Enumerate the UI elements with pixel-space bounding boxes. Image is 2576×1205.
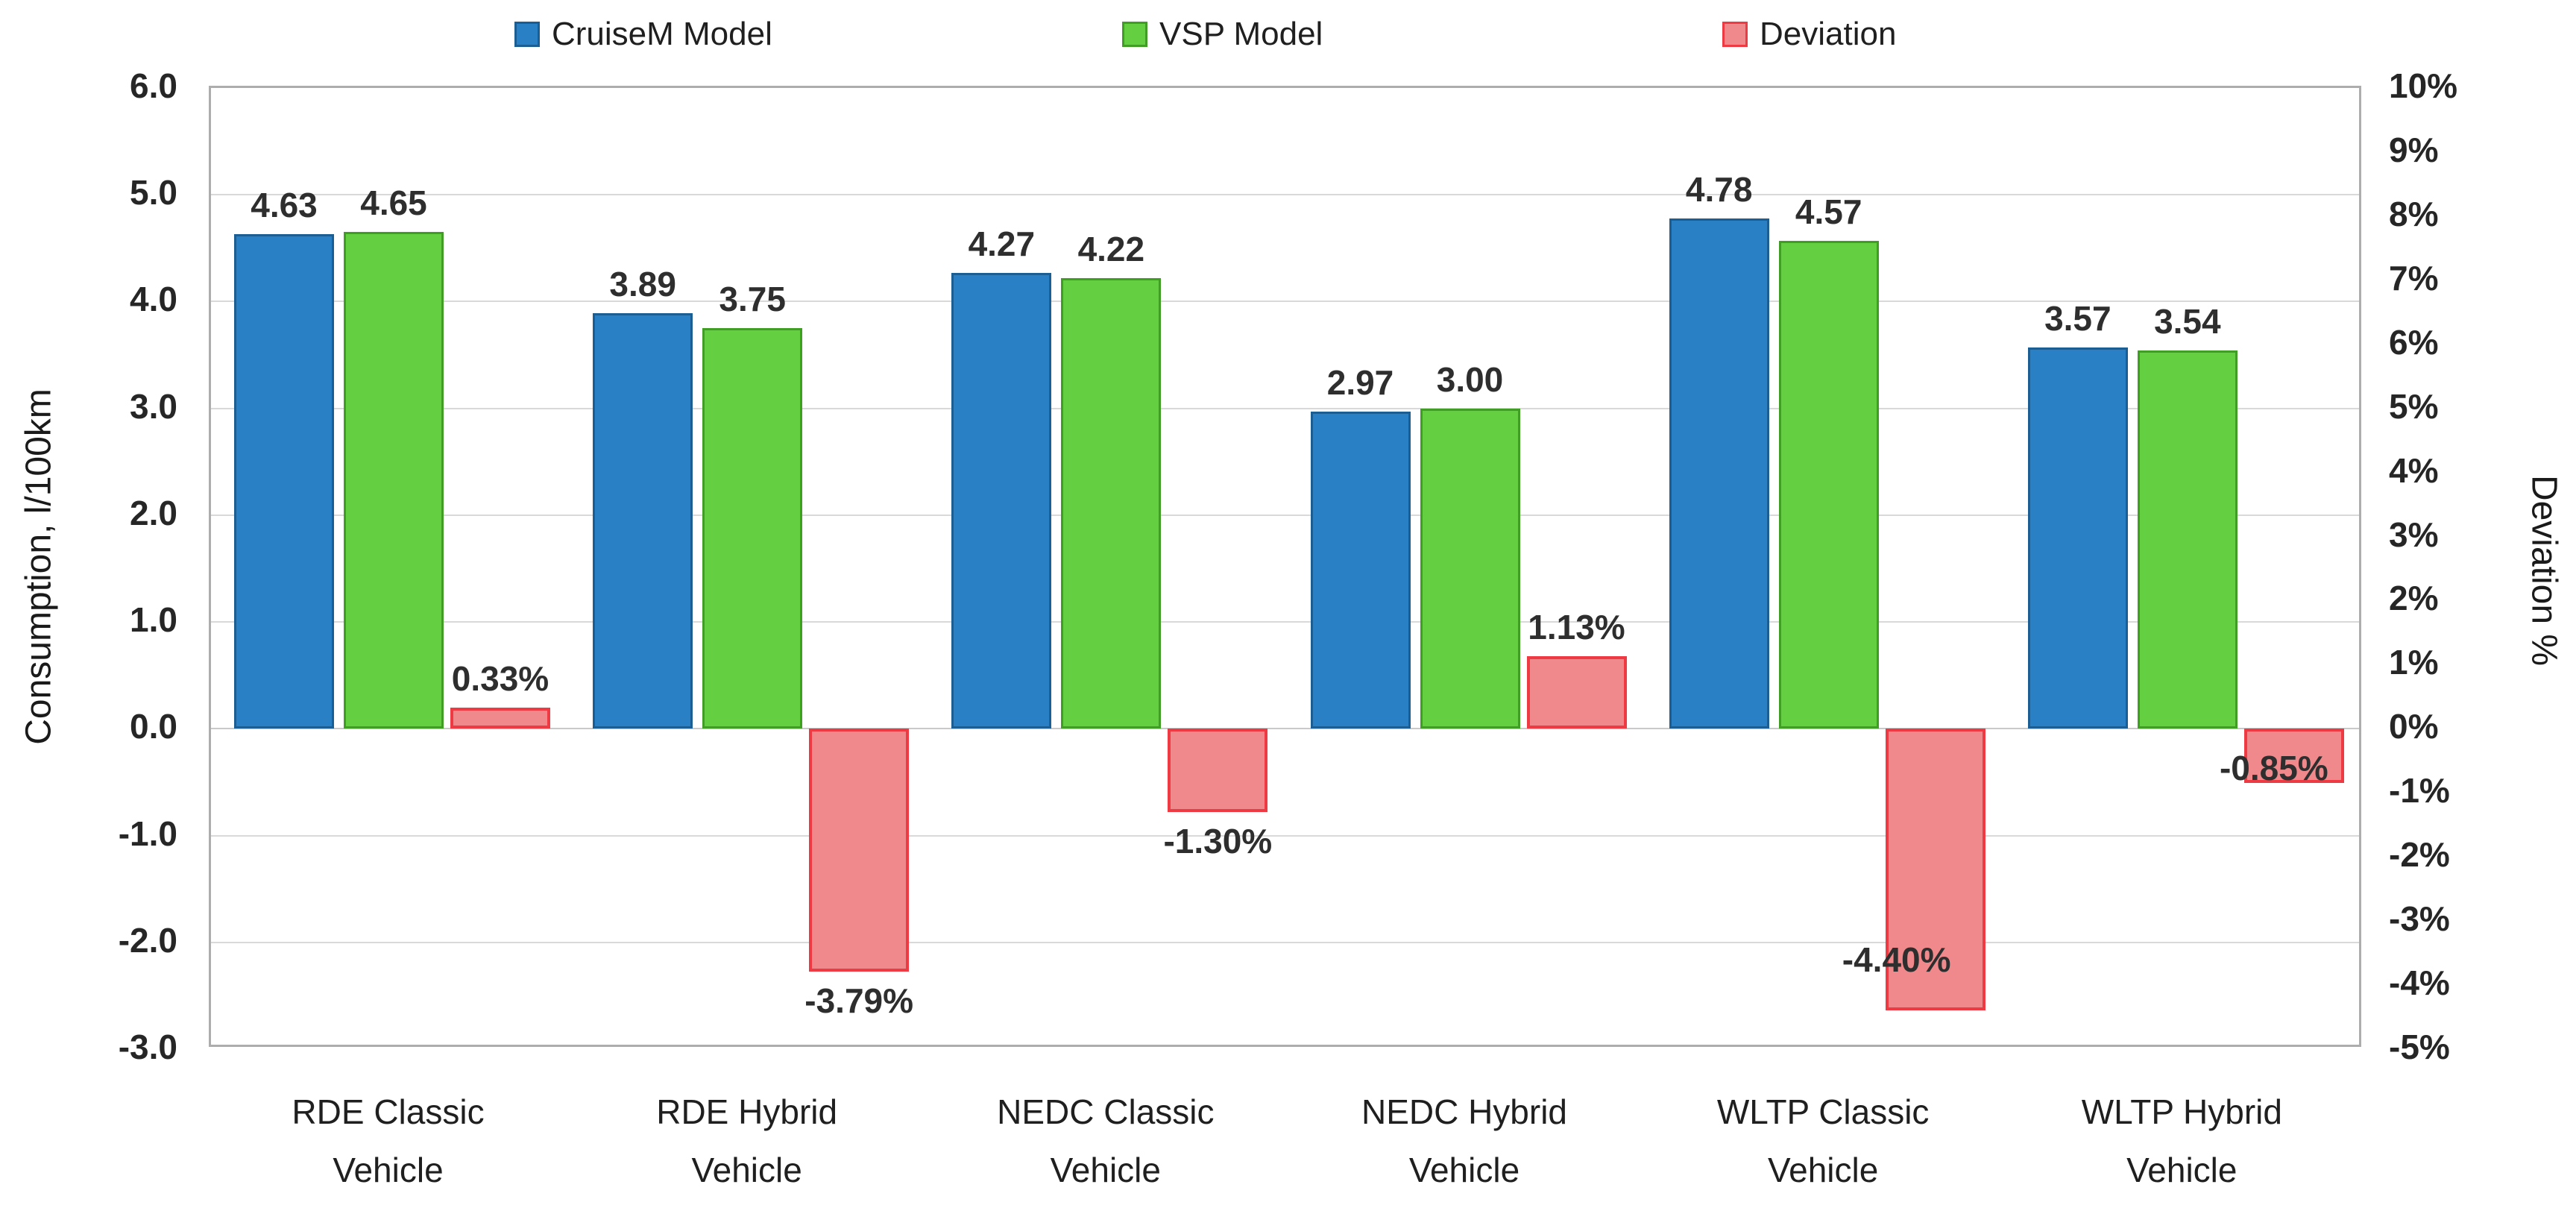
bar-deviation-4: [1885, 729, 1985, 1011]
data-label: 4.22: [1077, 229, 1145, 268]
gridline: [211, 514, 2359, 516]
y-right-tick: 10%: [2389, 66, 2458, 105]
gridline: [211, 728, 2359, 730]
y-right-tick: 4%: [2389, 450, 2439, 490]
legend-item-deviation: Deviation: [1722, 12, 1896, 57]
legend-label-deviation: Deviation: [1760, 16, 1897, 52]
gridline: [211, 941, 2359, 943]
y-right-tick: 6%: [2389, 322, 2439, 362]
plot-area: 4.63 3.89 4.27 2.97 4.78 3.57 4.65 3.75 4.22 3.00…: [209, 86, 2361, 1047]
deviation-swatch-icon: [1722, 22, 1748, 47]
data-label: 3.75: [719, 280, 786, 319]
bar-deviation-3: [1526, 656, 1627, 729]
data-label: 4.63: [251, 186, 318, 225]
y-right-tick: 8%: [2389, 194, 2439, 233]
bar-vsp-model-4: [1778, 240, 1879, 729]
data-label: 2.97: [1326, 362, 1394, 402]
gridline: [211, 407, 2359, 409]
y-right-tick: 7%: [2389, 258, 2439, 298]
y-left-tick: 0.0: [130, 707, 177, 746]
y-right-tick: 2%: [2389, 579, 2439, 618]
bar-vsp-model-5: [2137, 350, 2238, 729]
y-right-tick: 0%: [2389, 707, 2439, 746]
bar-cruisem-model-2: [951, 272, 1052, 729]
y-right-axis-title: Deviation %: [2524, 474, 2564, 667]
legend-item-cruisem: CruiseM Model: [514, 12, 772, 57]
y-left-tick: -2.0: [118, 920, 177, 960]
bar-cruisem-model-4: [1669, 218, 1769, 729]
x-category-label: WLTP Classic Vehicle: [1716, 1092, 1930, 1190]
legend-item-vsp: VSP Model: [1122, 12, 1323, 57]
y-left-tick: 3.0: [130, 386, 177, 426]
y-right-tick: 9%: [2389, 130, 2439, 169]
gridline: [211, 621, 2359, 623]
y-right-tick: 5%: [2389, 386, 2439, 426]
y-right-tick: -2%: [2389, 835, 2450, 875]
data-label: 1.13%: [1528, 608, 1625, 647]
x-category-label: RDE Hybrid Vehicle: [656, 1092, 838, 1190]
bar-vsp-model-0: [344, 232, 444, 729]
data-label: 3.89: [609, 265, 676, 304]
x-category-label: WLTP Hybrid Vehicle: [2081, 1092, 2282, 1190]
x-category-label: NEDC Classic Vehicle: [997, 1092, 1215, 1190]
bar-deviation-0: [450, 707, 550, 729]
data-label: -3.79%: [804, 981, 914, 1021]
y-left-tick: 6.0: [130, 66, 177, 105]
vsp-swatch-icon: [1122, 22, 1147, 47]
data-label: 4.78: [1685, 169, 1753, 209]
bar-cruisem-model-0: [234, 234, 334, 729]
y-right-tick: -4%: [2389, 963, 2450, 1003]
bar-cruisem-model-5: [2027, 347, 2128, 729]
gridline: [211, 834, 2359, 837]
legend-label-vsp: VSP Model: [1159, 16, 1323, 52]
data-label: 4.57: [1795, 192, 1862, 231]
gridline: [211, 194, 2359, 196]
data-label: 3.00: [1436, 359, 1504, 399]
x-category-label: RDE Classic Vehicle: [292, 1092, 485, 1190]
data-label: -0.85%: [2219, 749, 2328, 788]
legend-label-cruisem: CruiseM Model: [552, 16, 772, 52]
data-label: 3.54: [2154, 302, 2221, 342]
y-left-tick: 1.0: [130, 600, 177, 640]
x-category-label: NEDC Hybrid Vehicle: [1361, 1092, 1568, 1190]
y-left-tick: -1.0: [118, 814, 177, 853]
y-left-axis-title: Consumption, l/100km: [19, 388, 59, 745]
bar-deviation-2: [1168, 729, 1268, 813]
data-label: 4.27: [968, 224, 1036, 263]
y-right-tick: -3%: [2389, 899, 2450, 939]
y-left-tick: 2.0: [130, 493, 177, 532]
y-right-tick: -1%: [2389, 771, 2450, 811]
y-left-tick: 5.0: [130, 173, 177, 213]
data-label: 3.57: [2044, 299, 2111, 339]
bar-vsp-model-3: [1420, 408, 1520, 729]
gridline: [211, 301, 2359, 303]
bar-cruisem-model-3: [1310, 411, 1411, 729]
y-right-tick: 1%: [2389, 643, 2439, 682]
bar-vsp-model-1: [702, 328, 803, 729]
bar-deviation-1: [809, 729, 910, 972]
data-label: -1.30%: [1163, 822, 1273, 861]
bar-deviation-5: [2243, 729, 2344, 784]
cruisem-swatch-icon: [514, 22, 540, 47]
bar-vsp-model-2: [1061, 277, 1162, 729]
y-right-tick: -5%: [2389, 1028, 2450, 1066]
y-left-tick: 4.0: [130, 280, 177, 319]
data-label: 0.33%: [451, 658, 549, 698]
bar-cruisem-model-1: [593, 313, 693, 729]
data-label: -4.40%: [1842, 940, 1951, 980]
data-label: 4.65: [360, 183, 427, 223]
y-left-tick: -3.0: [118, 1028, 177, 1066]
y-right-tick: 3%: [2389, 515, 2439, 554]
